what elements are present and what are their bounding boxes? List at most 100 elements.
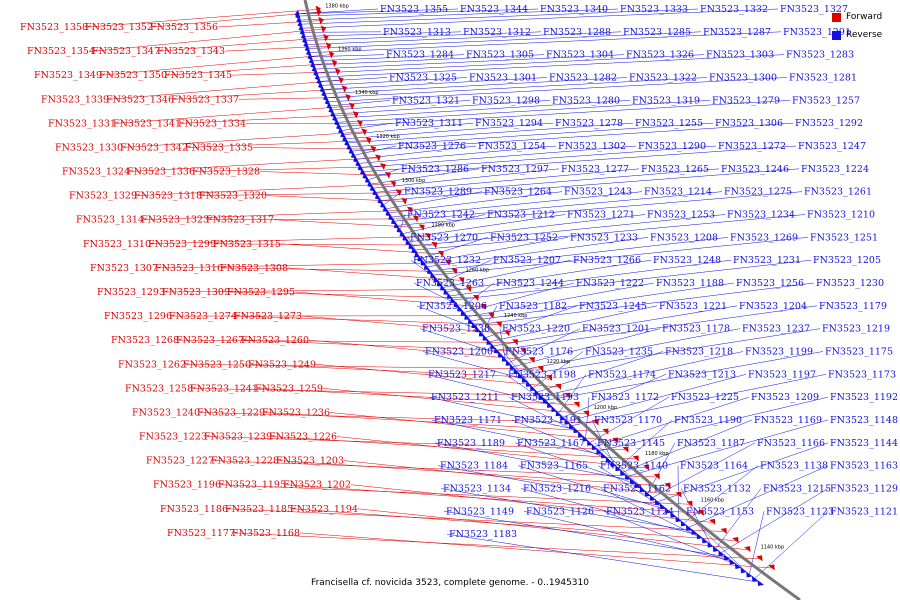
reverse-gene-label[interactable]: FN3523_1231 — [733, 255, 801, 266]
reverse-gene-label[interactable]: FN3523_1264 — [484, 187, 552, 198]
forward-gene-label[interactable]: FN3523_1324 — [62, 167, 130, 178]
reverse-gene-label[interactable]: FN3523_1225 — [671, 392, 739, 403]
reverse-gene-label[interactable]: FN3523_1174 — [588, 369, 656, 380]
reverse-gene-label[interactable]: FN3523_1173 — [828, 369, 896, 380]
forward-gene-label[interactable]: FN3523_1250 — [183, 359, 251, 370]
forward-gene-label[interactable]: FN3523_1356 — [150, 22, 218, 33]
reverse-gene-label[interactable]: FN3523_1144 — [830, 438, 898, 449]
forward-gene-label[interactable]: FN3523_1240 — [132, 407, 200, 418]
reverse-gene-label[interactable]: FN3523_1255 — [635, 118, 703, 129]
reverse-gene-label[interactable]: FN3523_1311 — [395, 118, 463, 129]
forward-gene-label[interactable]: FN3523_1202 — [283, 480, 351, 491]
forward-gene-label[interactable]: FN3523_1226 — [269, 432, 337, 443]
forward-gene-label[interactable]: FN3523_1334 — [178, 118, 246, 129]
reverse-gene-label[interactable]: FN3523_1297 — [481, 164, 549, 175]
reverse-gene-label[interactable]: FN3523_1208 — [650, 232, 718, 243]
forward-gene-label[interactable]: FN3523_1346 — [106, 94, 174, 105]
reverse-gene-label[interactable]: FN3523_1284 — [386, 50, 454, 61]
reverse-gene-label[interactable]: FN3523_1123 — [766, 506, 834, 517]
reverse-gene-label[interactable]: FN3523_1265 — [641, 164, 709, 175]
forward-gene-label[interactable]: FN3523_1258 — [125, 383, 193, 394]
reverse-gene-label[interactable]: FN3523_1163 — [830, 461, 898, 472]
reverse-gene-label[interactable]: FN3523_1166 — [757, 438, 825, 449]
forward-gene-label[interactable]: FN3523_1315 — [213, 239, 281, 250]
forward-gene-label[interactable]: FN3523_1329 — [69, 191, 137, 202]
reverse-gene-label[interactable]: FN3523_1248 — [653, 255, 721, 266]
reverse-gene-label[interactable]: FN3523_1285 — [623, 27, 691, 38]
reverse-gene-label[interactable]: FN3523_1198 — [508, 369, 576, 380]
forward-gene-label[interactable]: FN3523_1352 — [85, 22, 153, 33]
reverse-gene-label[interactable]: FN3523_1148 — [830, 415, 898, 426]
forward-gene-label[interactable]: FN3523_1331 — [48, 118, 116, 129]
reverse-gene-label[interactable]: FN3523_1253 — [647, 210, 715, 221]
forward-gene-label[interactable]: FN3523_1203 — [276, 456, 344, 467]
forward-gene-label[interactable]: FN3523_1241 — [190, 383, 258, 394]
reverse-gene-label[interactable]: FN3523_1303 — [706, 50, 774, 61]
reverse-gene-label[interactable]: FN3523_1170 — [594, 415, 662, 426]
forward-gene-label[interactable]: FN3523_1229 — [197, 407, 265, 418]
reverse-gene-label[interactable]: FN3523_1206 — [419, 301, 487, 312]
forward-gene-label[interactable]: FN3523_1341 — [113, 118, 181, 129]
reverse-gene-label[interactable]: FN3523_1149 — [446, 506, 514, 517]
reverse-gene-label[interactable]: FN3523_1355 — [380, 4, 448, 15]
reverse-gene-label[interactable]: FN3523_1175 — [825, 347, 893, 358]
reverse-gene-label[interactable]: FN3523_1332 — [700, 4, 768, 15]
reverse-gene-label[interactable]: FN3523_1233 — [570, 232, 638, 243]
reverse-gene-label[interactable]: FN3523_1138 — [760, 461, 828, 472]
forward-gene-label[interactable]: FN3523_1354 — [27, 46, 95, 57]
reverse-gene-label[interactable]: FN3523_1183 — [449, 529, 517, 540]
reverse-gene-label[interactable]: FN3523_1184 — [440, 461, 508, 472]
reverse-gene-label[interactable]: FN3523_1254 — [478, 141, 546, 152]
reverse-gene-label[interactable]: FN3523_1333 — [620, 4, 688, 15]
reverse-gene-label[interactable]: FN3523_1124 — [606, 506, 674, 517]
reverse-gene-label[interactable]: FN3523_1302 — [558, 141, 626, 152]
forward-gene-label[interactable]: FN3523_1330 — [55, 142, 123, 153]
reverse-gene-label[interactable]: FN3523_1244 — [496, 278, 564, 289]
reverse-gene-label[interactable]: FN3523_1213 — [668, 369, 736, 380]
reverse-gene-label[interactable]: FN3523_1279 — [712, 95, 780, 106]
reverse-gene-label[interactable]: FN3523_1221 — [659, 301, 727, 312]
reverse-gene-label[interactable]: FN3523_1189 — [437, 438, 505, 449]
forward-gene-label[interactable]: FN3523_1274 — [169, 311, 237, 322]
reverse-gene-label[interactable]: FN3523_1235 — [585, 347, 653, 358]
forward-gene-label[interactable]: FN3523_1195 — [218, 480, 286, 491]
forward-gene-label[interactable]: FN3523_1168 — [232, 528, 300, 539]
reverse-gene-label[interactable]: FN3523_1132 — [683, 484, 751, 495]
reverse-gene-label[interactable]: FN3523_1256 — [736, 278, 804, 289]
reverse-gene-label[interactable]: FN3523_1172 — [591, 392, 659, 403]
reverse-gene-label[interactable]: FN3523_1313 — [383, 27, 451, 38]
reverse-gene-label[interactable]: FN3523_1238 — [422, 324, 490, 335]
reverse-gene-label[interactable]: FN3523_1286 — [401, 164, 469, 175]
forward-gene-label[interactable]: FN3523_1328 — [192, 167, 260, 178]
reverse-gene-label[interactable]: FN3523_1210 — [807, 210, 875, 221]
reverse-gene-label[interactable]: FN3523_1288 — [543, 27, 611, 38]
reverse-gene-label[interactable]: FN3523_1153 — [686, 506, 754, 517]
reverse-gene-label[interactable]: FN3523_1179 — [819, 301, 887, 312]
reverse-gene-label[interactable]: FN3523_1182 — [499, 301, 567, 312]
forward-gene-label[interactable]: FN3523_1185 — [225, 504, 293, 515]
reverse-gene-label[interactable]: FN3523_1263 — [416, 278, 484, 289]
forward-gene-label[interactable]: FN3523_1335 — [185, 142, 253, 153]
reverse-gene-label[interactable]: FN3523_1257 — [792, 95, 860, 106]
forward-gene-label[interactable]: FN3523_1262 — [118, 359, 186, 370]
reverse-gene-label[interactable]: FN3523_1326 — [626, 50, 694, 61]
forward-gene-label[interactable]: FN3523_1308 — [220, 263, 288, 274]
reverse-gene-label[interactable]: FN3523_1191 — [514, 415, 582, 426]
reverse-gene-label[interactable]: FN3523_1234 — [727, 210, 795, 221]
reverse-gene-label[interactable]: FN3523_1322 — [629, 73, 697, 84]
reverse-gene-label[interactable]: FN3523_1219 — [822, 324, 890, 335]
reverse-gene-label[interactable]: FN3523_1222 — [576, 278, 644, 289]
reverse-gene-label[interactable]: FN3523_1205 — [813, 255, 881, 266]
reverse-gene-label[interactable]: FN3523_1220 — [502, 324, 570, 335]
reverse-gene-label[interactable]: FN3523_1140 — [600, 461, 668, 472]
forward-gene-label[interactable]: FN3523_1310 — [83, 239, 151, 250]
reverse-gene-label[interactable]: FN3523_1261 — [804, 187, 872, 198]
forward-gene-label[interactable]: FN3523_1316 — [155, 263, 223, 274]
forward-gene-label[interactable]: FN3523_1228 — [211, 456, 279, 467]
reverse-gene-label[interactable]: FN3523_1207 — [493, 255, 561, 266]
reverse-gene-label[interactable]: FN3523_1200 — [425, 347, 493, 358]
forward-gene-label[interactable]: FN3523_1347 — [92, 46, 160, 57]
forward-gene-label[interactable]: FN3523_1223 — [139, 432, 207, 443]
reverse-gene-label[interactable]: FN3523_1294 — [475, 118, 543, 129]
forward-gene-label[interactable]: FN3523_1273 — [234, 311, 302, 322]
